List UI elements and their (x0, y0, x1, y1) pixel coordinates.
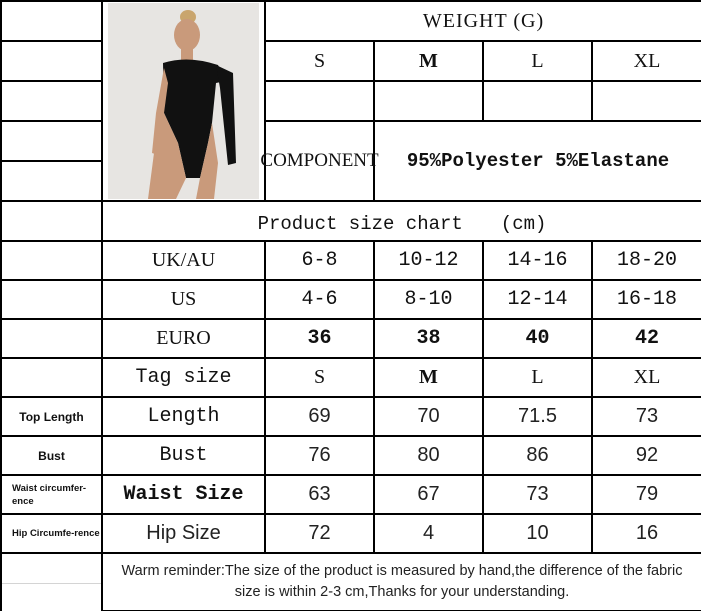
empty-cell (2, 202, 103, 242)
size-value-cell: 86 (484, 437, 593, 476)
size-value-cell: 6-8 (266, 242, 375, 281)
weight-m (375, 82, 484, 122)
size-header-l: L (484, 42, 593, 82)
weight-l (484, 82, 593, 122)
size-value-cell: 71.5 (484, 398, 593, 437)
size-value-cell: S (266, 359, 375, 398)
component-value: 95%Polyester 5%Elastane (375, 122, 701, 202)
size-value-cell: 4-6 (266, 281, 375, 320)
model-photo (108, 3, 259, 199)
size-value-cell: 36 (266, 320, 375, 359)
size-value-cell: 12-14 (484, 281, 593, 320)
row-label: US (103, 281, 266, 320)
size-value-cell: 4 (375, 515, 484, 554)
weight-title: WEIGHT (G) (266, 2, 701, 42)
row-side-label: Waist circumfer-ence (2, 476, 103, 515)
size-value-cell: 16 (593, 515, 701, 554)
row-side-label: Top Length (2, 398, 103, 437)
row-side-label (2, 242, 103, 281)
row-label: UK/AU (103, 242, 266, 281)
warm-reminder: Warm reminder:The size of the product is… (103, 554, 701, 611)
size-value-cell: L (484, 359, 593, 398)
empty-cell (2, 162, 103, 202)
size-value-cell: 10 (484, 515, 593, 554)
size-value-cell: 73 (484, 476, 593, 515)
row-side-label (2, 359, 103, 398)
product-image (103, 2, 266, 202)
size-value-cell: 67 (375, 476, 484, 515)
size-value-cell: 16-18 (593, 281, 701, 320)
size-header-xl: XL (593, 42, 701, 82)
row-label: Bust (103, 437, 266, 476)
size-value-cell: 42 (593, 320, 701, 359)
row-side-label (2, 281, 103, 320)
size-header-s: S (266, 42, 375, 82)
empty-cell (2, 82, 103, 122)
row-side-label (2, 320, 103, 359)
size-value-cell: M (375, 359, 484, 398)
size-value-cell: 14-16 (484, 242, 593, 281)
row-label: Tag size (103, 359, 266, 398)
size-value-cell: 70 (375, 398, 484, 437)
size-value-cell: XL (593, 359, 701, 398)
size-value-cell: 40 (484, 320, 593, 359)
row-label: Hip Size (103, 515, 266, 554)
size-value-cell: 10-12 (375, 242, 484, 281)
chart-title: Product size chart (cm) (103, 202, 701, 242)
size-value-cell: 76 (266, 437, 375, 476)
size-value-cell: 79 (593, 476, 701, 515)
empty-cell (2, 2, 103, 42)
row-side-label: Hip Circumfe-rence (2, 515, 103, 554)
size-value-cell: 80 (375, 437, 484, 476)
size-value-cell: 8-10 (375, 281, 484, 320)
size-value-cell: 92 (593, 437, 701, 476)
empty-cell (2, 554, 103, 611)
size-value-cell: 69 (266, 398, 375, 437)
weight-s (266, 82, 375, 122)
row-side-label: Bust (2, 437, 103, 476)
row-label: EURO (103, 320, 266, 359)
size-header-m: M (375, 42, 484, 82)
empty-cell (2, 42, 103, 82)
row-label: Waist Size (103, 476, 266, 515)
component-label: COMPONENT (260, 122, 379, 202)
weight-xl (593, 82, 701, 122)
empty-cell (2, 122, 103, 162)
row-label: Length (103, 398, 266, 437)
size-value-cell: 73 (593, 398, 701, 437)
size-value-cell: 63 (266, 476, 375, 515)
size-value-cell: 18-20 (593, 242, 701, 281)
size-value-cell: 72 (266, 515, 375, 554)
size-value-cell: 38 (375, 320, 484, 359)
